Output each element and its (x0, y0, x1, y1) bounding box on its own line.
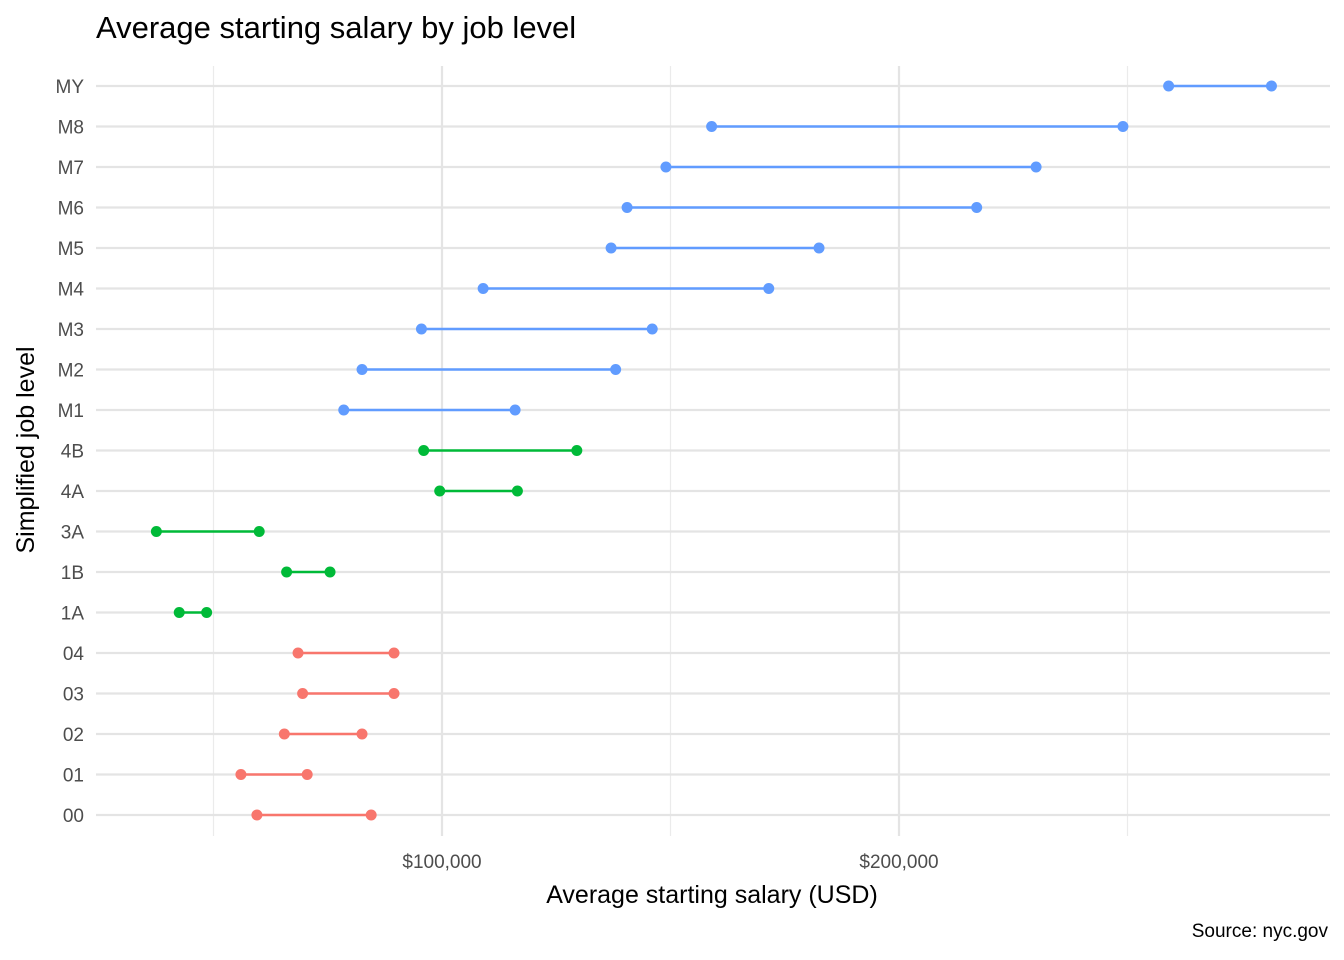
point-low-MY (1163, 80, 1175, 92)
y-tick-label: M3 (58, 320, 84, 341)
point-high-01 (301, 769, 313, 780)
point-low-03 (297, 688, 309, 699)
point-high-4B (571, 445, 583, 456)
point-low-M1 (338, 404, 350, 416)
x-tick-label: $200,000 (859, 852, 938, 873)
point-low-M3 (415, 323, 427, 335)
point-low-4A (434, 485, 446, 497)
chart-caption: Source: nyc.gov (1191, 921, 1328, 942)
point-low-1B (281, 566, 293, 578)
point-high-4A (511, 485, 523, 497)
y-tick-label: 1B (61, 563, 84, 584)
point-low-4B (418, 445, 430, 456)
y-tick-label: M7 (58, 158, 84, 179)
y-tick-label: M5 (58, 239, 84, 260)
x-axis-title: Average starting salary (USD) (546, 881, 878, 909)
point-low-M7 (660, 161, 672, 173)
major-gridlines (96, 66, 1330, 836)
y-tick-label: 1A (61, 604, 85, 625)
point-high-M8 (1117, 121, 1129, 132)
point-high-00 (365, 809, 377, 821)
y-tick-label: M8 (58, 118, 84, 139)
point-high-03 (388, 688, 400, 699)
chart-title: Average starting salary by job level (96, 10, 577, 45)
y-tick-label: 01 (63, 766, 84, 787)
point-high-M7 (1030, 161, 1042, 173)
dumbbell-points (150, 80, 1277, 821)
point-low-04 (292, 647, 304, 659)
point-high-MY (1265, 80, 1277, 92)
point-high-M5 (813, 242, 825, 254)
point-high-M1 (509, 404, 521, 416)
y-tick-label: M6 (58, 199, 84, 220)
x-axis-tick-labels: $100,000 $200,000 (402, 852, 938, 873)
y-tick-label: 00 (63, 806, 84, 827)
y-tick-label: 04 (63, 644, 85, 665)
point-high-M3 (646, 323, 658, 335)
point-high-M6 (971, 202, 983, 213)
point-low-3A (150, 526, 162, 537)
y-tick-label: M4 (58, 280, 85, 301)
point-high-M2 (610, 364, 622, 375)
dumbbell-segments (156, 84, 1272, 817)
y-tick-label: MY (56, 77, 85, 98)
point-high-3A (253, 526, 265, 537)
y-tick-label: 03 (63, 685, 84, 706)
point-high-04 (388, 647, 400, 659)
point-low-1A (173, 607, 185, 618)
point-high-02 (356, 728, 368, 740)
y-tick-label: 4B (61, 442, 84, 463)
point-low-00 (251, 809, 263, 821)
y-axis-tick-labels: 00 01 02 03 04 1A 1B 3A 4A 4B M1 M2 M3 M4 M5 M6 M7 M8 MY (56, 77, 85, 827)
point-high-1B (324, 566, 336, 578)
point-low-02 (278, 728, 290, 740)
point-low-M2 (356, 364, 368, 375)
y-tick-label: M1 (58, 401, 84, 422)
point-low-01 (235, 769, 247, 780)
y-tick-label: 4A (61, 482, 85, 503)
point-low-M4 (477, 283, 489, 294)
y-axis-title: Simplified job level (12, 346, 40, 553)
point-low-M6 (621, 202, 633, 213)
y-tick-label: M2 (58, 361, 84, 382)
point-high-1A (201, 607, 213, 618)
point-low-M5 (605, 242, 617, 254)
point-low-M8 (706, 121, 718, 132)
y-tick-label: 3A (61, 523, 85, 544)
point-high-M4 (763, 283, 775, 294)
y-tick-label: 02 (63, 725, 84, 746)
x-tick-label: $100,000 (402, 852, 481, 873)
